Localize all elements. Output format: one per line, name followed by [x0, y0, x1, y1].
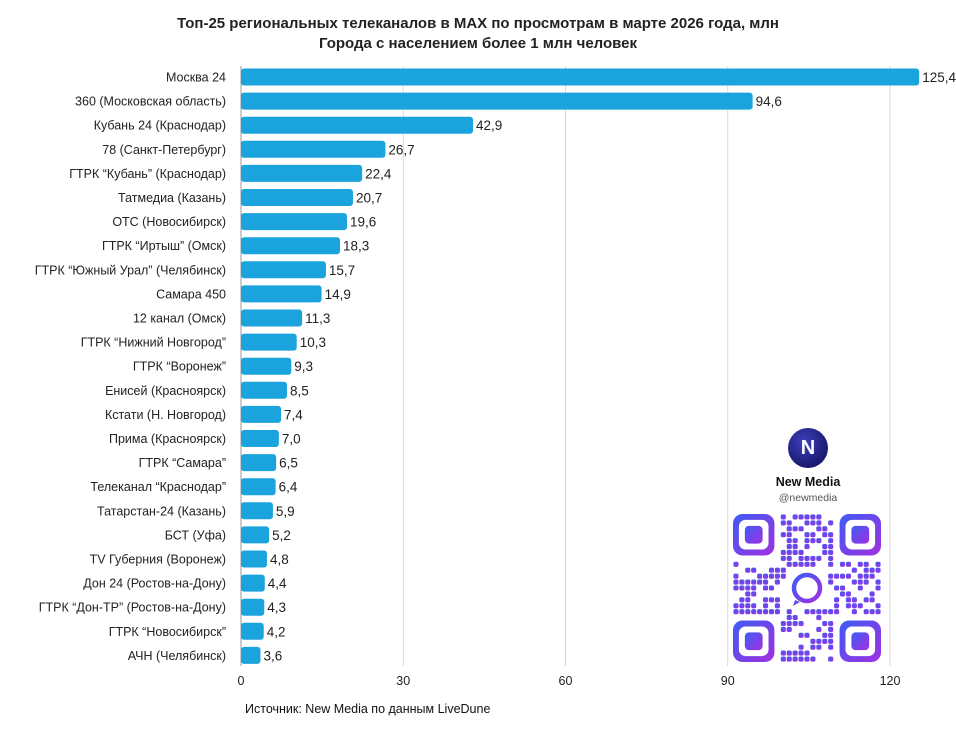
data-label: 4,2	[267, 624, 286, 639]
chart-subtitle: Города с населением более 1 млн человек	[318, 35, 638, 52]
category-label: Москва 24	[166, 71, 226, 85]
bar	[241, 646, 261, 664]
category-label: Телеканал “Краснодар”	[90, 480, 226, 494]
category-label: Самара 450	[156, 287, 226, 301]
category-label: ГТРК “Иртыш” (Омск)	[102, 239, 226, 253]
category-label: БСТ (Уфа)	[165, 528, 226, 542]
bar	[241, 550, 267, 568]
bar	[241, 381, 287, 399]
data-label: 22,4	[365, 166, 392, 181]
category-label: Прима (Красноярск)	[109, 432, 226, 446]
x-tick-label: 120	[880, 674, 901, 688]
x-tick-label: 0	[238, 674, 245, 688]
data-label: 8,5	[290, 383, 309, 398]
brand-handle: @newmedia	[778, 492, 838, 504]
bar	[241, 405, 282, 423]
brand-name: New Media	[775, 475, 841, 489]
bar	[241, 622, 264, 640]
bar	[241, 502, 273, 520]
bar-chart: 0 30 60 90 120 Москва 24 125,4 360 (Московская …	[35, 66, 956, 688]
category-label: Енисей (Красноярск)	[105, 384, 226, 398]
category-label: Кубань 24 (Краснодар)	[94, 119, 226, 133]
bar	[241, 309, 303, 327]
x-tick-label: 30	[396, 674, 410, 688]
data-label: 5,9	[276, 504, 295, 519]
bar	[241, 68, 920, 86]
data-label: 9,3	[294, 359, 313, 374]
data-label: 4,8	[270, 552, 289, 567]
category-label: TV Губерния (Воронеж)	[90, 553, 226, 567]
bar	[241, 357, 292, 375]
x-tick-label: 60	[559, 674, 573, 688]
category-label: Татмедиа (Казань)	[118, 191, 226, 205]
data-label: 14,9	[325, 287, 351, 302]
bar	[241, 526, 270, 544]
bar	[241, 454, 277, 472]
x-tick-label: 90	[721, 674, 735, 688]
bar	[241, 237, 340, 255]
category-label: Кстати (Н. Новгород)	[105, 408, 226, 422]
bar	[241, 478, 276, 496]
data-label: 6,4	[279, 480, 298, 495]
category-label: Татарстан-24 (Казань)	[97, 504, 226, 518]
data-label: 6,5	[279, 456, 298, 471]
data-label: 10,3	[300, 335, 326, 350]
bar	[241, 213, 348, 231]
data-label: 4,3	[267, 600, 286, 615]
data-label: 7,4	[284, 407, 303, 422]
bar	[241, 140, 386, 158]
source-note: Источник: New Media по данным LiveDune	[245, 702, 491, 716]
category-label: ГТРК “Новосибирск”	[109, 625, 226, 639]
data-label: 3,6	[263, 648, 282, 663]
new-media-logo-icon: N	[788, 428, 828, 468]
category-label: 12 канал (Омск)	[133, 312, 226, 326]
category-label: ГТРК “Нижний Новгород”	[81, 336, 226, 350]
category-label: ОТС (Новосибирск)	[112, 215, 226, 229]
data-label: 15,7	[329, 263, 355, 278]
data-label: 19,6	[350, 215, 376, 230]
bar	[241, 164, 363, 182]
data-label: 7,0	[282, 432, 301, 447]
bar	[241, 261, 326, 279]
data-label: 94,6	[756, 94, 782, 109]
bar	[241, 285, 322, 303]
category-label: Дон 24 (Ростов-на-Дону)	[83, 577, 226, 591]
bar	[241, 333, 297, 351]
bar	[241, 189, 353, 206]
category-label: ГТРК “Кубань” (Краснодар)	[69, 167, 226, 181]
bar	[241, 92, 753, 110]
data-label: 11,3	[305, 311, 330, 326]
bar	[241, 430, 279, 447]
category-label: ГТРК “Южный Урал” (Челябинск)	[35, 263, 226, 277]
data-label: 125,4	[922, 70, 956, 85]
bar	[241, 598, 265, 616]
category-label: АЧН (Челябинск)	[128, 649, 226, 663]
chart-title: Топ-25 региональных телеканалов в MAX по…	[0, 14, 956, 54]
category-label: ГТРК “Самара”	[139, 456, 226, 470]
bar	[241, 574, 265, 592]
category-label: 360 (Московская область)	[75, 95, 226, 109]
brand-block: N New Media @newmedia	[730, 428, 886, 504]
chart-title-line1: Топ-25 региональных телеканалов в MAX по…	[177, 15, 779, 32]
data-label: 20,7	[356, 191, 382, 206]
data-label: 26,7	[388, 142, 414, 157]
category-label: ГТРК “Дон-ТР” (Ростов-на-Дону)	[39, 601, 226, 615]
data-label: 42,9	[476, 118, 502, 133]
qr-code-icon[interactable]	[733, 514, 881, 662]
data-label: 18,3	[343, 239, 369, 254]
bar	[241, 116, 474, 134]
data-label: 5,2	[272, 528, 291, 543]
data-label: 4,4	[268, 576, 287, 591]
category-label: 78 (Санкт-Петербург)	[102, 143, 226, 157]
category-label: ГТРК “Воронеж”	[133, 360, 226, 374]
